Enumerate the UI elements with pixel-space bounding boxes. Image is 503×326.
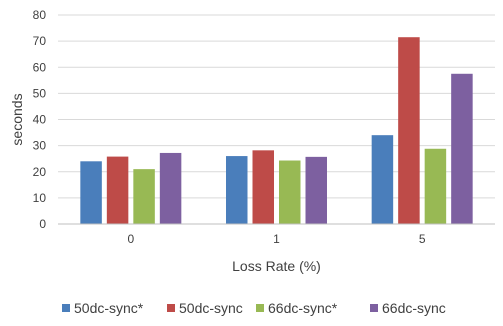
y-tick-label: 20 <box>33 165 47 179</box>
bar-66dc-sync-1 <box>305 156 327 224</box>
y-tick-label: 80 <box>33 8 47 22</box>
x-tick-label: 0 <box>127 232 134 246</box>
y-axis-title: seconds <box>9 93 25 145</box>
gridlines <box>58 14 495 199</box>
bar-66dc-sync--1 <box>279 160 301 224</box>
legend-swatch <box>256 304 264 312</box>
y-tick-label: 50 <box>33 86 47 100</box>
bar-50dc-sync-1 <box>252 150 274 224</box>
y-tick-label: 0 <box>39 217 46 231</box>
bar-66dc-sync-5 <box>451 73 473 224</box>
x-axis-title: Loss Rate (%) <box>232 258 321 274</box>
legend-swatch <box>167 304 175 312</box>
x-tick-labels: 0 1 5 <box>127 232 425 246</box>
legend-label: 66dc-sync* <box>268 300 338 316</box>
bar-50dc-sync--0 <box>80 161 102 224</box>
legend-swatch <box>370 304 378 312</box>
bars <box>80 37 473 224</box>
bar-50dc-sync--5 <box>371 135 394 224</box>
y-tick-label: 60 <box>33 60 47 74</box>
bar-66dc-sync--5 <box>424 148 447 224</box>
y-tick-label: 30 <box>33 139 47 153</box>
bar-66dc-sync--0 <box>133 169 155 224</box>
bar-50dc-sync--1 <box>226 156 248 224</box>
x-tick-label: 5 <box>419 232 426 246</box>
bar-66dc-sync-0 <box>159 152 182 224</box>
bar-50dc-sync-5 <box>398 37 420 224</box>
legend-label: 50dc-sync <box>179 300 243 316</box>
y-tick-label: 70 <box>33 34 47 48</box>
x-tick-label: 1 <box>273 232 280 246</box>
bar-50dc-sync-0 <box>106 156 129 224</box>
y-tick-label: 40 <box>33 113 47 127</box>
y-tick-labels: 0 10 20 30 40 50 60 70 80 <box>33 8 47 231</box>
y-tick-label: 10 <box>33 191 47 205</box>
legend-label: 66dc-sync <box>382 300 446 316</box>
legend: 50dc-sync* 50dc-sync 66dc-sync* 66dc-sync <box>62 300 446 316</box>
legend-label: 50dc-sync* <box>74 300 144 316</box>
legend-swatch <box>62 304 70 312</box>
